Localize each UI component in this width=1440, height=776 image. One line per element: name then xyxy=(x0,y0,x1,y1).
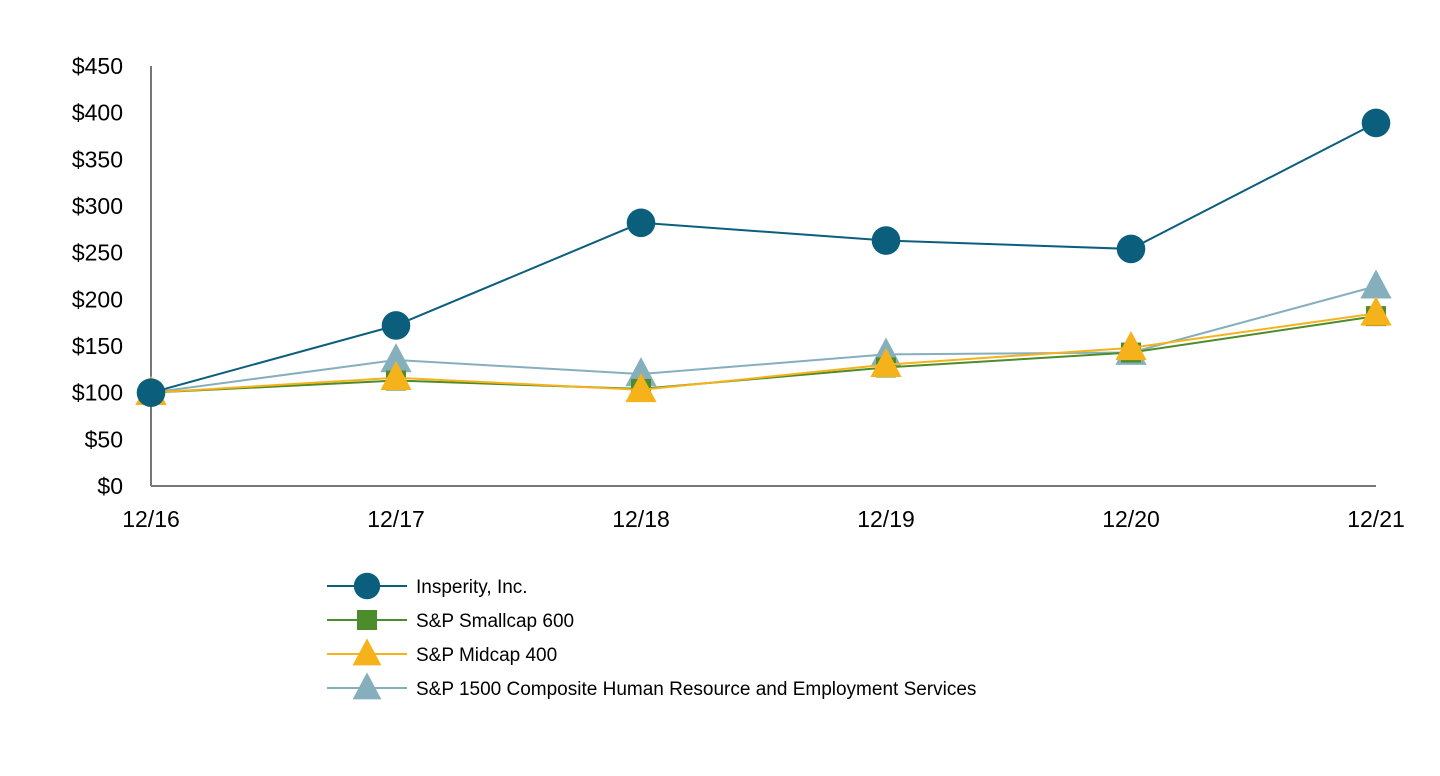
series-layer xyxy=(135,108,1392,407)
legend-item-smallcap: S&P Smallcap 600 xyxy=(327,610,574,632)
x-tick-label: 12/21 xyxy=(1347,506,1405,532)
data-point-hr xyxy=(380,343,412,373)
data-point-insperity xyxy=(626,208,656,238)
series-insperity xyxy=(136,108,1391,407)
legend-item-hr: S&P 1500 Composite Human Resource and Em… xyxy=(327,672,976,700)
data-point-midcap xyxy=(1360,296,1392,326)
x-tick-label: 12/16 xyxy=(122,506,180,532)
x-tick-label: 12/20 xyxy=(1102,506,1160,532)
data-point-midcap xyxy=(1115,330,1147,361)
x-tick-label: 12/19 xyxy=(857,506,915,532)
data-point-insperity xyxy=(871,226,901,255)
series-line-midcap xyxy=(150,312,1377,394)
y-tick-label: $400 xyxy=(72,100,123,126)
legend-marker-triangle xyxy=(352,638,382,666)
axes xyxy=(150,66,1376,487)
series-midcap xyxy=(135,296,1392,405)
y-tick-label: $200 xyxy=(72,286,123,312)
legend-item-insperity: Insperity, Inc. xyxy=(327,572,528,600)
y-tick-label: $150 xyxy=(72,333,123,359)
data-point-midcap xyxy=(380,360,412,391)
data-point-insperity xyxy=(136,378,166,407)
y-tick-label: $250 xyxy=(72,240,123,266)
legend-label: S&P Midcap 400 xyxy=(416,645,557,666)
data-point-insperity xyxy=(381,311,411,340)
y-tick-label: $100 xyxy=(72,380,123,406)
y-tick-label: $0 xyxy=(97,473,123,499)
x-tick-labels: 12/16 12/17 12/18 12/19 12/20 12/21 xyxy=(122,506,1405,532)
x-tick-label: 12/17 xyxy=(367,506,425,532)
series-smallcap xyxy=(141,306,1386,403)
legend-marker-square xyxy=(357,610,377,630)
data-point-hr xyxy=(1360,269,1392,299)
y-tick-label: $300 xyxy=(72,193,123,219)
legend-label: Insperity, Inc. xyxy=(416,577,528,598)
legend-label: S&P 1500 Composite Human Resource and Em… xyxy=(416,679,976,700)
legend: Insperity, Inc. S&P Smallcap 600 S&P Midca… xyxy=(327,572,976,700)
data-point-insperity xyxy=(1116,234,1146,264)
data-point-insperity xyxy=(1361,108,1391,138)
legend-label: S&P Smallcap 600 xyxy=(416,611,574,632)
legend-item-midcap: S&P Midcap 400 xyxy=(327,638,557,666)
legend-marker-triangle xyxy=(352,672,382,700)
data-point-midcap xyxy=(625,372,657,403)
data-point-midcap xyxy=(870,347,902,377)
legend-marker-circle xyxy=(353,572,381,600)
x-tick-label: 12/18 xyxy=(612,506,670,532)
y-tick-label: $450 xyxy=(72,53,123,79)
y-tick-label: $350 xyxy=(72,146,123,172)
y-tick-label: $50 xyxy=(85,426,123,452)
series-line-insperity xyxy=(150,122,1377,394)
y-tick-labels: $0 $50 $100 $150 $200 $250 $300 $350 $400 $450 xyxy=(72,53,123,499)
